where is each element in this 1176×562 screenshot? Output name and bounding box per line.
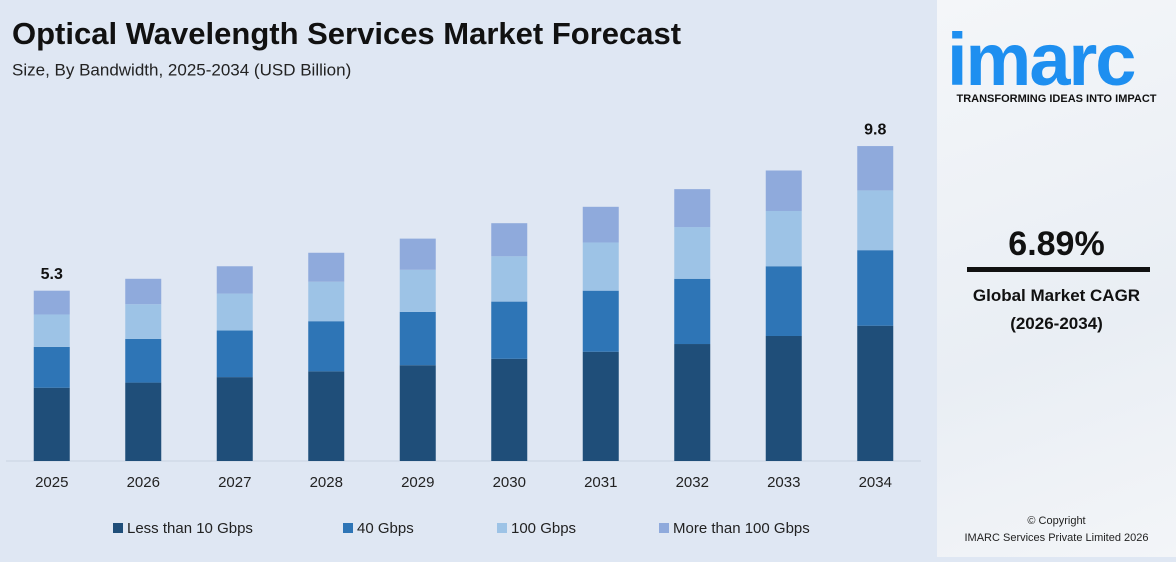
x-tick-label: 2029 [401,474,434,491]
cagr-label: Global Market CAGR [972,286,1141,305]
divider [967,267,1150,272]
x-tick-label: 2032 [676,474,709,491]
x-tick-label: 2026 [127,474,160,491]
bar-segment [765,170,802,211]
bar-segment [674,189,711,228]
bar-segment [33,387,70,461]
bar-segment [582,242,619,291]
chart-subtitle: Size, By Bandwidth, 2025-2034 (USD Billi… [12,60,351,79]
legend-swatch [343,523,353,533]
bar-segment [125,338,162,383]
bar-segment [491,223,528,257]
x-tick-label: 2031 [584,474,617,491]
bar-segment [216,293,253,331]
legend-swatch [659,523,669,533]
bar-segment [857,250,894,326]
x-tick-label: 2033 [767,474,800,491]
bar-segment [33,346,70,388]
copyright: © Copyright [1027,515,1086,527]
cagr-period: (2026-2034) [1010,314,1103,333]
legend-swatch [497,523,507,533]
sidebar: imarc TRANSFORMING IDEAS INTO IMPACT 6.8… [937,0,1176,557]
bar-segment [857,190,894,251]
legend-label: Less than 10 Gbps [127,520,253,537]
bar-segment [765,335,802,461]
bar-segment [216,330,253,378]
tagline: TRANSFORMING IDEAS INTO IMPACT [956,93,1157,105]
bar-segment [399,238,436,270]
legend-swatch [113,523,123,533]
bar-segment [582,290,619,352]
cagr-value: 6.89% [1008,225,1105,263]
bar-segment [33,314,70,347]
x-tick-label: 2025 [35,474,68,491]
x-tick-label: 2030 [493,474,526,491]
bar-segment [308,371,345,461]
bar-segment [491,256,528,302]
chart-title: Optical Wavelength Services Market Forec… [12,16,681,51]
bar-segment [491,301,528,359]
x-tick-label: 2028 [310,474,343,491]
legend-label: 100 Gbps [511,520,576,537]
bar-segment [674,227,711,279]
bar-segment [491,358,528,461]
logo: imarc [947,18,1136,101]
chart: Optical Wavelength Services Market Forec… [6,16,921,537]
bar-segment [216,266,253,294]
bar-segment [857,325,894,461]
legend-label: 40 Gbps [357,520,414,537]
copyright: IMARC Services Private Limited 2026 [964,532,1149,544]
bar-segment [399,269,436,312]
bar-segment [125,304,162,339]
x-tick-label: 2027 [218,474,251,491]
legend-label: More than 100 Gbps [673,520,810,537]
x-tick-label: 2034 [859,474,892,491]
bar-segment [308,252,345,282]
bar-segment [216,377,253,461]
bar-segment [674,344,711,461]
bar-segment [399,365,436,461]
bar-segment [399,311,436,366]
total-label: 5.3 [41,266,63,283]
bar-segment [857,146,894,191]
bar-segment [125,278,162,305]
bar-segment [125,382,162,461]
total-label: 9.8 [864,121,886,138]
bar-segment [582,351,619,461]
bar-segment [765,266,802,336]
bar-segment [308,281,345,322]
bar-segment [33,290,70,315]
bar-segment [308,321,345,372]
bar-segment [582,206,619,243]
bar-segment [674,278,711,345]
bar-segment [765,210,802,267]
